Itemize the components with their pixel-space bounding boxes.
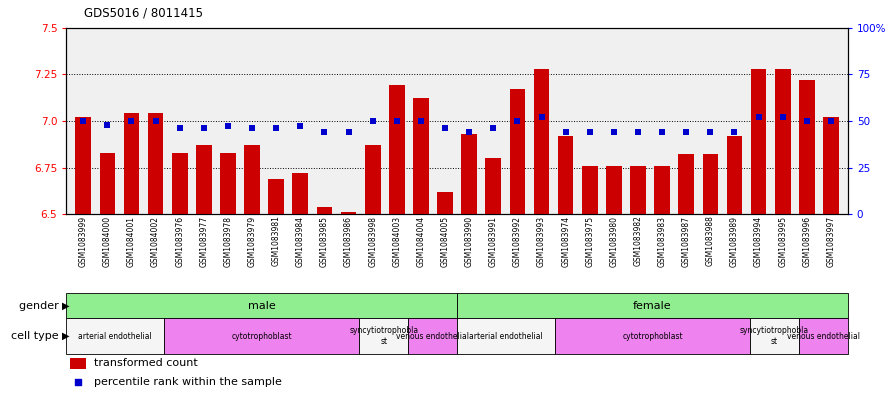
Bar	[510, 89, 525, 214]
Text: syncytiotrophobla
st: syncytiotrophobla st	[740, 326, 809, 346]
Point	[655, 129, 669, 135]
Bar	[727, 136, 743, 214]
Bar	[703, 154, 719, 214]
Bar	[534, 68, 550, 214]
Bar	[389, 85, 404, 214]
Bar	[341, 212, 357, 214]
Point	[704, 129, 718, 135]
Text: arterial endothelial: arterial endothelial	[79, 332, 152, 340]
Bar	[196, 145, 212, 214]
Bar	[750, 318, 799, 354]
Text: percentile rank within the sample: percentile rank within the sample	[94, 377, 281, 387]
Bar	[654, 165, 670, 214]
Bar	[582, 165, 597, 214]
Bar	[799, 80, 815, 214]
Bar	[317, 207, 332, 214]
Text: GDS5016 / 8011415: GDS5016 / 8011415	[84, 7, 203, 20]
Text: gender: gender	[19, 301, 62, 310]
Point	[389, 118, 404, 124]
Point	[366, 118, 380, 124]
Bar	[457, 293, 848, 318]
Text: transformed count: transformed count	[94, 358, 197, 368]
Point	[727, 129, 742, 135]
Point	[824, 118, 838, 124]
Point	[607, 129, 621, 135]
Bar	[66, 318, 164, 354]
Bar	[75, 117, 91, 214]
Bar	[461, 134, 477, 214]
Point	[318, 129, 332, 135]
Bar	[486, 158, 501, 214]
Point	[149, 118, 163, 124]
Text: ▶: ▶	[62, 301, 69, 310]
Text: venous endothelial: venous endothelial	[396, 332, 469, 340]
Bar	[220, 152, 235, 214]
Bar	[292, 173, 308, 214]
Bar	[799, 318, 848, 354]
Point	[486, 125, 500, 131]
Bar	[99, 152, 115, 214]
Point	[125, 118, 139, 124]
Point	[535, 114, 549, 120]
Bar	[268, 179, 284, 214]
Text: cytotrophoblast: cytotrophoblast	[622, 332, 683, 340]
Text: male: male	[248, 301, 275, 310]
Bar	[606, 165, 622, 214]
Point	[342, 129, 356, 135]
Bar	[457, 318, 555, 354]
Point	[800, 118, 814, 124]
Bar	[630, 165, 646, 214]
Text: ▶: ▶	[62, 331, 69, 341]
Bar	[164, 318, 359, 354]
Point	[76, 118, 90, 124]
Bar	[413, 98, 428, 214]
Text: syncytiotrophobla
st: syncytiotrophobla st	[350, 326, 419, 346]
Point	[196, 125, 211, 131]
Point	[414, 118, 428, 124]
Bar	[437, 192, 453, 214]
Bar	[750, 68, 766, 214]
Bar	[70, 358, 86, 369]
Point	[462, 129, 476, 135]
Point	[511, 118, 525, 124]
Point	[245, 125, 259, 131]
Point	[775, 114, 789, 120]
Bar	[823, 117, 839, 214]
Point	[100, 121, 114, 128]
Bar	[148, 113, 164, 214]
Point	[71, 379, 85, 385]
Bar	[124, 113, 139, 214]
Text: female: female	[633, 301, 672, 310]
Point	[582, 129, 596, 135]
Point	[631, 129, 645, 135]
Bar	[408, 318, 457, 354]
Bar	[66, 293, 457, 318]
Text: cell type: cell type	[11, 331, 62, 341]
Point	[751, 114, 766, 120]
Bar	[365, 145, 381, 214]
Point	[679, 129, 693, 135]
Text: venous endothelial: venous endothelial	[787, 332, 860, 340]
Bar	[172, 152, 188, 214]
Point	[293, 123, 307, 130]
Point	[221, 123, 235, 130]
Bar	[558, 136, 573, 214]
Point	[269, 125, 283, 131]
Bar	[359, 318, 408, 354]
Point	[173, 125, 187, 131]
Bar	[555, 318, 750, 354]
Point	[438, 125, 452, 131]
Point	[558, 129, 573, 135]
Bar	[679, 154, 694, 214]
Text: cytotrophoblast: cytotrophoblast	[231, 332, 292, 340]
Text: arterial endothelial: arterial endothelial	[469, 332, 543, 340]
Bar	[244, 145, 260, 214]
Bar	[775, 68, 790, 214]
